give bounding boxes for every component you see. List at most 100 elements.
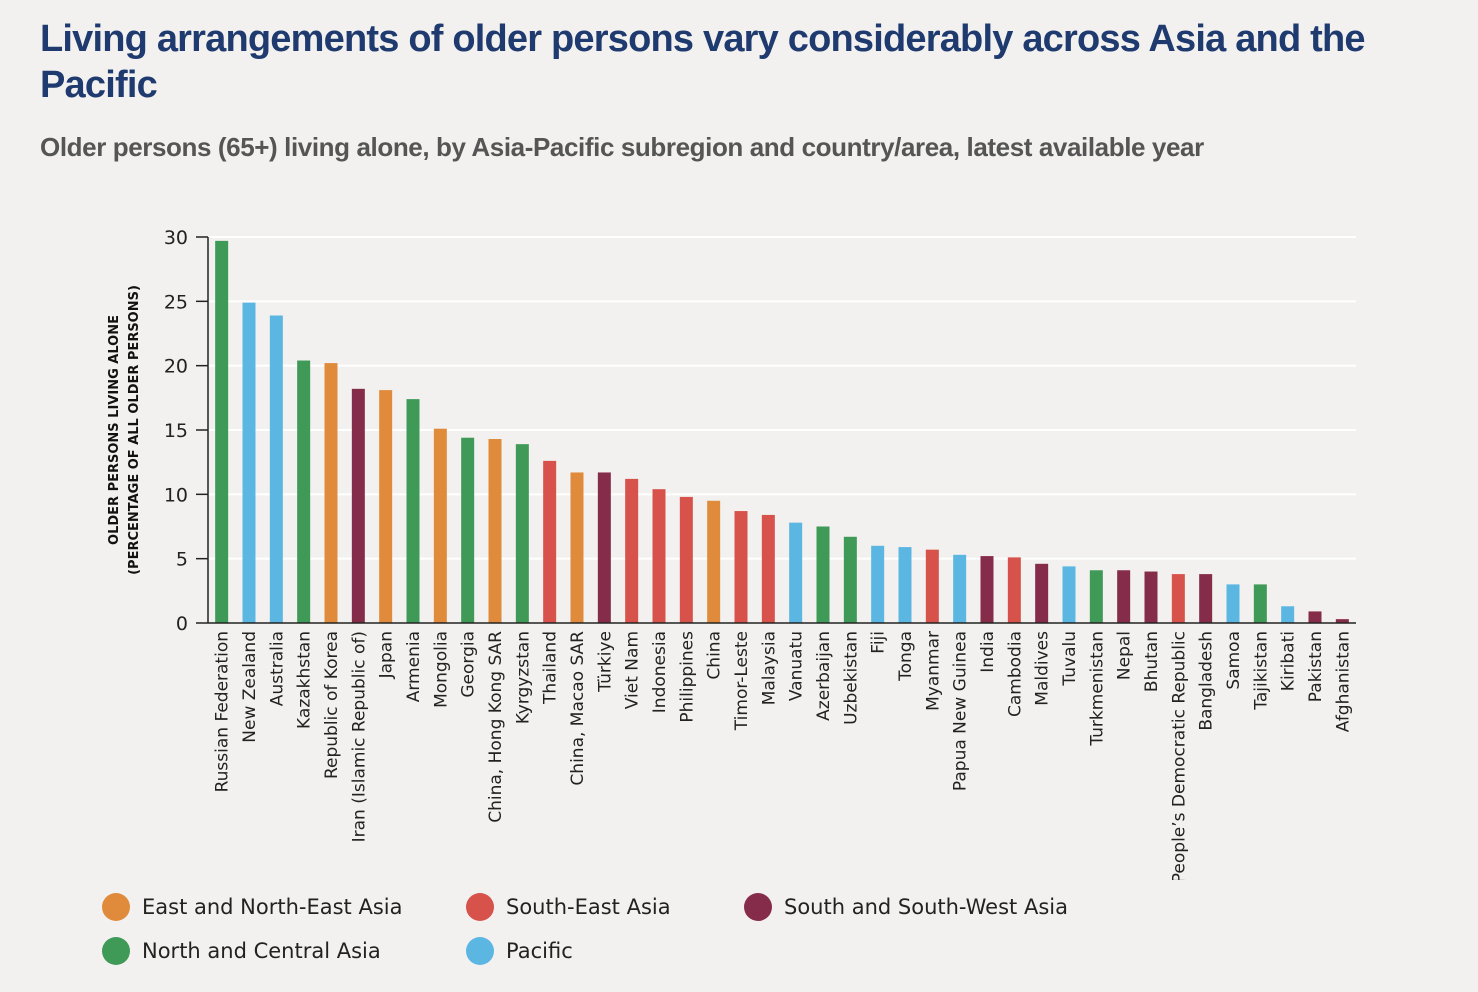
legend-swatch — [466, 893, 494, 921]
y-axis-label-line2: (PERCENTAGE OF ALL OLDER PERSONS) — [127, 285, 142, 575]
x-category-label: Afghanistan — [1333, 631, 1353, 732]
x-category-label: Tuvalu — [1060, 631, 1080, 687]
x-category-label: Russian Federation — [213, 631, 233, 792]
chart-subtitle: Older persons (65+) living alone, by Asi… — [40, 132, 1204, 162]
bar — [843, 536, 857, 623]
x-category-label: Bangladesh — [1197, 631, 1217, 731]
bar — [297, 360, 311, 623]
bar — [461, 437, 475, 623]
x-category-label: Vanuatu — [787, 631, 807, 701]
x-category-label: Türkiye — [595, 631, 615, 693]
bar — [625, 478, 639, 623]
x-category-label: Lao People’s Democratic Republic — [1169, 631, 1189, 880]
bar — [543, 460, 557, 623]
legend-item: South-East Asia — [466, 892, 671, 922]
legend: East and North-East Asia South-East Asia S… — [102, 890, 1102, 980]
bar — [679, 496, 693, 623]
x-category-label: Australia — [267, 631, 287, 706]
x-category-label: Azerbaijan — [814, 631, 834, 721]
y-axis-label-line1: OLDER PERSONS LIVING ALONE — [107, 315, 122, 545]
bar — [488, 439, 502, 623]
x-category-label: Mongolia — [431, 631, 451, 708]
x-category-label: Uzbekistan — [841, 631, 861, 725]
axes: 0 5 10 15 20 25 30 — [164, 227, 1356, 635]
bar — [1007, 557, 1021, 623]
bar — [570, 472, 584, 623]
x-category-label: Japan — [377, 631, 397, 679]
bar — [515, 444, 529, 623]
gridlines — [208, 236, 1356, 560]
bar — [1335, 619, 1349, 623]
bars — [215, 240, 1349, 624]
x-category-label: China, Hong Kong SAR — [486, 631, 506, 823]
bar — [324, 363, 338, 623]
bar — [898, 547, 912, 623]
y-tick-label: 20 — [164, 356, 188, 378]
chart-title: Living arrangements of older persons var… — [40, 18, 1366, 106]
y-tick-label: 10 — [164, 484, 188, 506]
bar — [734, 511, 748, 623]
y-tick-label: 5 — [176, 549, 188, 571]
bar — [406, 399, 420, 623]
bar — [789, 522, 803, 623]
x-category-label: Papua New Guinea — [951, 631, 971, 791]
x-category-label: Viet Nam — [623, 631, 643, 709]
x-category-label: Kyrgyzstan — [513, 631, 533, 724]
bar — [433, 428, 447, 623]
bar — [1062, 566, 1076, 623]
x-category-label: Samoa — [1224, 631, 1244, 690]
bar-chart: 0 5 10 15 20 25 30 Russian Federation New Zeala… — [107, 227, 1356, 880]
x-category-label: Georgia — [459, 631, 479, 698]
legend-item: South and South-West Asia — [744, 892, 1068, 922]
legend-item: East and North-East Asia — [102, 892, 402, 922]
bar — [242, 302, 256, 623]
bar — [1308, 611, 1322, 623]
x-category-label: Turkmenistan — [1087, 631, 1107, 747]
legend-label: North and Central Asia — [142, 939, 381, 963]
x-category-label: Nepal — [1115, 631, 1135, 680]
y-tick-label: 0 — [176, 613, 188, 635]
legend-item: North and Central Asia — [102, 936, 381, 966]
x-category-label: China — [705, 631, 725, 680]
x-category-label: Myanmar — [923, 631, 943, 711]
x-category-label: Malaysia — [759, 631, 779, 705]
y-tick-label: 30 — [164, 227, 188, 249]
bar — [925, 549, 939, 623]
bar — [597, 472, 611, 623]
bar — [707, 500, 721, 623]
y-tick-label: 15 — [164, 420, 188, 442]
x-category-label: Fiji — [869, 631, 889, 654]
bar — [215, 240, 229, 624]
bar — [652, 489, 666, 623]
bar — [1253, 584, 1267, 623]
legend-label: East and North-East Asia — [142, 895, 403, 919]
legend-label: South-East Asia — [506, 895, 671, 919]
bar — [761, 514, 775, 623]
x-category-label: Republic of Korea — [322, 631, 342, 779]
bar — [1226, 584, 1240, 623]
bar — [816, 526, 830, 623]
bar — [1089, 570, 1103, 623]
bar — [379, 390, 393, 623]
x-category-label: Kazakhstan — [295, 631, 315, 729]
x-category-label: Thailand — [541, 631, 561, 705]
x-category-label: Maldives — [1033, 631, 1053, 706]
legend-swatch — [102, 937, 130, 965]
x-category-label: India — [978, 631, 998, 673]
bar — [1144, 571, 1158, 623]
bar — [953, 554, 967, 623]
y-tick-label: 25 — [164, 291, 188, 313]
x-category-label: Indonesia — [650, 631, 670, 713]
bar — [1281, 606, 1295, 623]
x-category-label: Bhutan — [1142, 631, 1162, 692]
category-labels: Russian Federation New Zealand Australia Ka… — [213, 631, 1354, 880]
bar — [1171, 574, 1185, 623]
bar — [980, 556, 994, 623]
x-category-label: Cambodia — [1005, 631, 1025, 717]
bar — [1199, 574, 1213, 623]
x-category-label: Tajikistan — [1251, 631, 1271, 711]
x-category-label: Iran (Islamic Republic of) — [349, 631, 369, 842]
x-category-label: Tonga — [896, 631, 916, 682]
x-category-label: New Zealand — [240, 631, 260, 743]
x-category-label: Timor-Leste — [732, 631, 752, 731]
